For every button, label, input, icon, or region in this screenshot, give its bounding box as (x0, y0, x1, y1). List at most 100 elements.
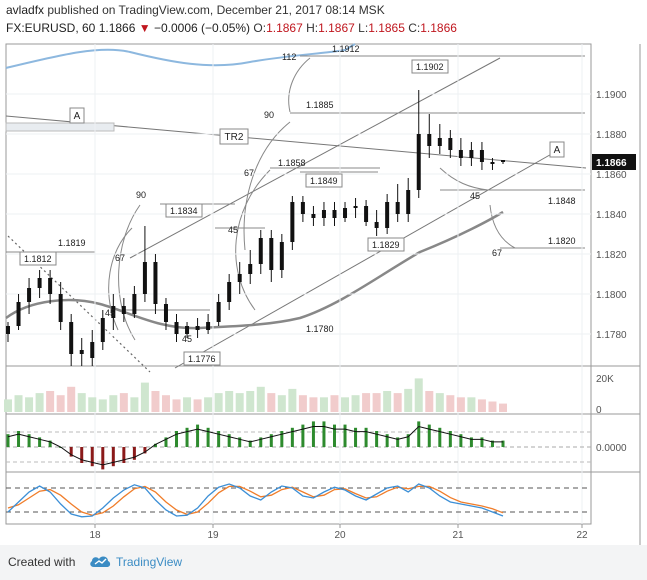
candle-body (132, 294, 137, 314)
candle-body (79, 350, 84, 354)
price-label-box (19, 251, 57, 266)
macd-axis-label: 0.0000 (596, 443, 627, 454)
footer: Created with TradingView (0, 545, 647, 580)
macd-histogram-bar (185, 427, 189, 447)
price-label: 1.1834 (170, 206, 198, 216)
price-tick-label: 1.1800 (596, 290, 627, 301)
volume-bar (488, 401, 497, 412)
macd-histogram-bar (175, 431, 179, 447)
price-label-box (305, 173, 343, 188)
price-label: 1.1820 (548, 236, 576, 246)
candle-body (58, 294, 63, 322)
annotation-box (69, 107, 85, 124)
candle-body (48, 278, 53, 294)
candle-body (206, 322, 211, 330)
low-label: L: (358, 21, 369, 35)
bollinger-upper-band (5, 43, 356, 69)
price-tick-label: 1.1900 (596, 90, 627, 101)
macd-histogram-bar (101, 447, 105, 470)
channel-lower-line (174, 151, 556, 369)
macd-histogram-bar (164, 437, 168, 447)
fib-level-label: 112 (282, 52, 296, 62)
volume-bar (246, 391, 255, 412)
symbol-header: FX:EURUSD, 60 1.1866 ▼ −0.0006 (−0.05%) … (6, 21, 457, 35)
volume-bar (477, 399, 486, 412)
macd-histogram-bar (80, 447, 84, 463)
volume-bar (446, 395, 455, 412)
price-label: 1.1776 (188, 354, 216, 364)
volume-bar (372, 393, 381, 412)
macd-histogram-bar (290, 427, 294, 447)
candle-body (501, 160, 505, 162)
tradingview-brand-link[interactable]: TradingView (116, 555, 183, 569)
close-value: 1.1866 (420, 21, 457, 35)
candle-body (490, 162, 495, 164)
fib-arc (288, 57, 311, 113)
publish-info: published on TradingView.com, December 2… (47, 3, 385, 17)
stoch-d-line (7, 485, 504, 516)
macd-histogram-bar (301, 424, 305, 447)
candle-body (374, 222, 379, 228)
high-value: 1.1867 (318, 21, 355, 35)
volume-bar (225, 391, 234, 412)
candle-body (258, 238, 263, 264)
macd-histogram-bar (427, 424, 431, 447)
fib-level-label: 67 (492, 248, 502, 258)
candle-body (364, 206, 369, 222)
stochastic-pane (6, 483, 591, 518)
x-tick-label: 18 (89, 530, 101, 541)
volume-bar (341, 397, 350, 412)
price-label: 1.1829 (372, 240, 400, 250)
candle-body (16, 302, 21, 326)
candle-body (27, 288, 32, 302)
fib-level-label: 45 (182, 334, 192, 344)
close-label: C: (408, 21, 421, 35)
annotation-label: A (554, 145, 561, 156)
fib-arc (489, 204, 516, 249)
price-labels: 1.1866 1.1902 1.1849 1.1834 1.1829 1.1812 1.17… (19, 44, 636, 366)
volume-bar (351, 395, 360, 412)
volume-bar (204, 397, 213, 412)
volume-bar (151, 391, 160, 412)
fib-arc (235, 169, 271, 311)
candle-body (290, 202, 295, 242)
price-change: −0.0006 (−0.05%) (153, 21, 251, 35)
x-tick-label: 19 (207, 530, 219, 541)
candle-body (163, 304, 168, 322)
volume-bar (467, 397, 476, 412)
tradingview-cloud-icon[interactable] (88, 553, 112, 569)
volume-bar (88, 397, 97, 412)
fib-level-label: 90 (264, 110, 274, 120)
macd-histogram-bar (375, 431, 379, 447)
macd-histogram-bar (38, 437, 42, 447)
fib-arc (118, 204, 141, 341)
macd-histogram-bar (322, 421, 326, 447)
price-label: 1.1819 (58, 238, 86, 248)
high-label: H: (306, 21, 319, 35)
macd-histogram-bar (217, 431, 221, 447)
drawings (5, 43, 587, 373)
macd-histogram-bar (111, 447, 115, 467)
price-label: 1.1849 (310, 176, 338, 186)
moving-average-line (5, 210, 504, 330)
volume-bar (256, 386, 265, 412)
macd-histogram-bar (69, 447, 73, 457)
macd-histogram-bar (385, 434, 389, 447)
macd-histogram-bar (280, 431, 284, 447)
volume-bar (319, 397, 328, 412)
macd-histogram-bar (132, 447, 136, 460)
volume-bar (109, 395, 118, 412)
candle-body (111, 306, 116, 318)
fib-arc (243, 121, 291, 251)
candle-body (216, 302, 221, 322)
candle-body (311, 214, 316, 218)
last-price-tag-label: 1.1866 (596, 158, 627, 169)
price-tick-label: 1.1840 (596, 210, 627, 221)
macd-histogram-bar (153, 443, 157, 447)
volume-bar (235, 393, 244, 412)
candle-body (153, 262, 158, 304)
author-name[interactable]: avladfx (6, 3, 45, 17)
candle-body (121, 306, 126, 314)
